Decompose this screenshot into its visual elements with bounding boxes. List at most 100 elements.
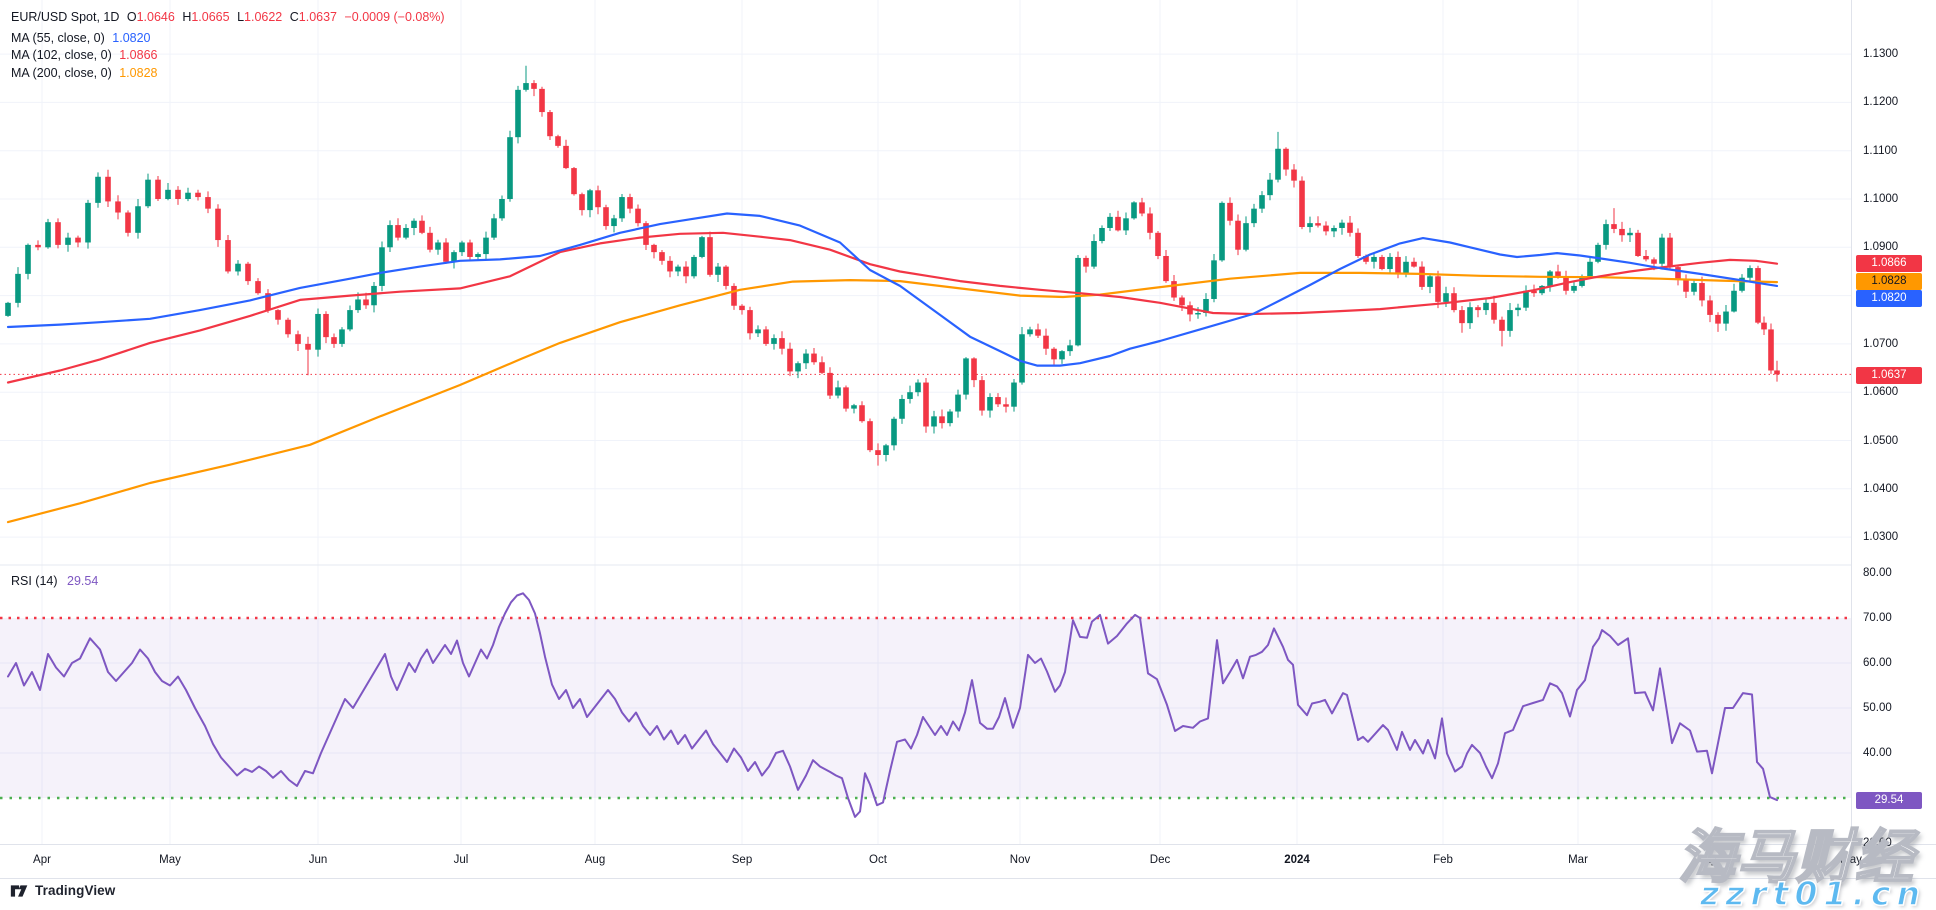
candle (1363, 255, 1369, 262)
candle (1203, 298, 1209, 313)
candle (1507, 310, 1513, 331)
low-value: 1.0622 (244, 10, 283, 24)
candle (395, 225, 401, 238)
candle (1243, 223, 1249, 250)
candle (1091, 241, 1097, 267)
candle (1419, 266, 1425, 287)
close-label: C (289, 10, 299, 24)
candle (563, 145, 569, 169)
candle (155, 179, 161, 199)
candle (835, 387, 841, 396)
candle (675, 266, 681, 272)
rsi-tick-label: 20.00 (1863, 837, 1892, 849)
candle (1339, 222, 1345, 228)
candle (1627, 232, 1633, 236)
candle (1075, 257, 1081, 346)
candle (1219, 202, 1225, 261)
time-axis[interactable]: Apr May Jun Jul Aug Sep Oct Nov Dec 2024 Feb Mar Apr… (0, 844, 1936, 879)
time-tick-label: Dec (1149, 854, 1171, 866)
candle (65, 237, 71, 245)
price-tick-label: 1.0600 (1863, 386, 1899, 399)
candle (1323, 225, 1329, 232)
rsi-legend-row[interactable]: RSI (14) 29.54 (11, 574, 104, 588)
rsi-tick-label: 70.00 (1863, 612, 1892, 624)
ma55-line (6, 212, 1779, 367)
candle (1651, 259, 1657, 264)
candle (85, 202, 91, 243)
candle (459, 242, 465, 253)
candle (195, 192, 201, 198)
candle (331, 337, 337, 344)
candle (387, 225, 393, 248)
candle (1774, 370, 1780, 375)
time-tick-label: May (159, 854, 181, 866)
time-tick-label: Nov (1009, 854, 1031, 866)
high-label: H (182, 10, 192, 24)
candle (851, 405, 857, 409)
candle (891, 418, 897, 446)
candle (643, 223, 649, 245)
candle (1731, 290, 1737, 312)
candle (1291, 169, 1297, 181)
candle (1723, 311, 1729, 324)
rsi-band (0, 618, 1851, 798)
candle (475, 254, 481, 257)
candle (379, 247, 385, 286)
candle (1515, 307, 1521, 311)
candle (1115, 216, 1121, 231)
candle (125, 212, 131, 233)
candle (185, 192, 191, 199)
candle (723, 266, 729, 286)
candle (295, 334, 301, 344)
time-tick-label: May (1840, 854, 1862, 866)
time-tick-label: Aug (584, 854, 606, 866)
ma102-legend-row[interactable]: MA (102, close, 0) 1.0866 (11, 47, 449, 65)
ma102-line (6, 231, 1779, 384)
candle (819, 362, 825, 373)
symbol-row[interactable]: EUR/USD Spot, 1D O1.0646 H1.0665 L1.0622… (11, 9, 449, 27)
price-axis[interactable]: 1.13001.12001.11001.10001.09001.08001.07… (1851, 0, 1936, 849)
candle (1267, 179, 1273, 196)
candle (1275, 148, 1281, 180)
candle (659, 252, 665, 261)
candle (215, 208, 221, 241)
candle (547, 112, 553, 137)
candle (305, 343, 311, 350)
high-value: 1.0665 (191, 10, 230, 24)
candle (611, 218, 617, 227)
candle (1099, 227, 1105, 242)
candle (931, 416, 937, 427)
candle (523, 83, 529, 90)
candle (1659, 237, 1665, 264)
candle (1083, 257, 1089, 267)
candle (939, 416, 945, 424)
candle (451, 252, 457, 262)
candle (1371, 256, 1377, 262)
symbol-legend[interactable]: EUR/USD Spot, 1D O1.0646 H1.0665 L1.0622… (11, 9, 449, 82)
candle (1195, 312, 1201, 315)
candle (255, 281, 261, 294)
candle (1227, 202, 1233, 221)
rsi-value: 29.54 (67, 574, 99, 588)
ma200-legend-row[interactable]: MA (200, close, 0) 1.0828 (11, 65, 449, 83)
tradingview-attribution[interactable]: TradingView (10, 883, 115, 898)
candle (499, 199, 505, 219)
candle (619, 197, 625, 219)
ma102-badge: 1.0866 (1856, 255, 1922, 272)
candle (531, 83, 537, 89)
candle (587, 190, 593, 211)
candle (95, 176, 101, 203)
price-tick-label: 1.1100 (1863, 144, 1898, 157)
time-tick-label: Apr (33, 854, 51, 866)
candle (1315, 223, 1321, 226)
candle (1379, 256, 1385, 270)
ma55-value: 1.0820 (112, 30, 151, 45)
time-tick-label: Jul (453, 854, 469, 866)
price-tick-label: 1.0700 (1863, 337, 1899, 350)
ma55-legend-row[interactable]: MA (55, close, 0) 1.0820 (11, 30, 449, 48)
candle (1435, 276, 1441, 302)
tradingview-logo-icon (10, 884, 28, 897)
candle (595, 190, 601, 208)
candle (1283, 148, 1289, 170)
